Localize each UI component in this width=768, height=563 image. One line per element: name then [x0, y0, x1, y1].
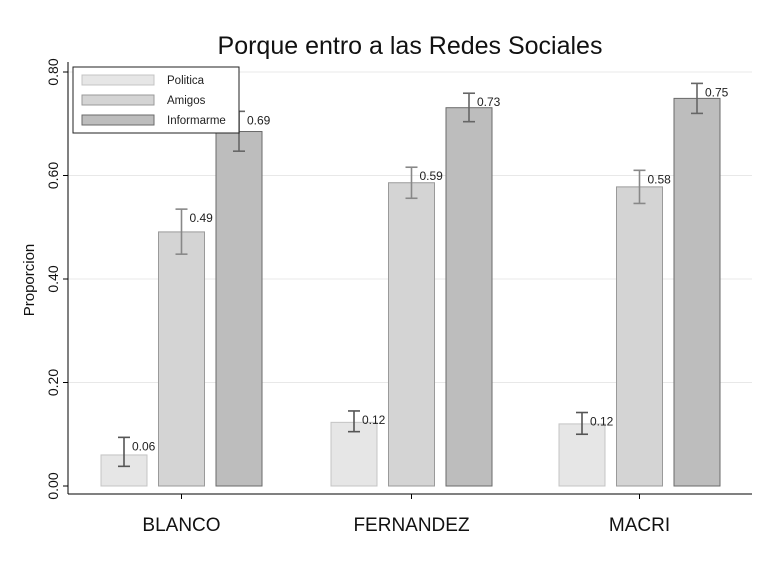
bar-informarme: [215, 131, 263, 487]
y-tick-label: 0.40: [45, 265, 61, 292]
y-tick-label: 0.80: [45, 58, 61, 85]
chart-title: Porque entro a las Redes Sociales: [218, 32, 603, 60]
x-tick-label: BLANCO: [142, 515, 220, 536]
y-tick-label: 0.20: [45, 369, 61, 396]
data-label: 0.49: [190, 211, 214, 225]
x-tick-label: MACRI: [609, 515, 670, 536]
data-label: 0.12: [590, 415, 614, 429]
bar-informarme: [445, 107, 493, 487]
y-tick-label: 0.00: [45, 472, 61, 499]
bar-amigos: [388, 182, 435, 487]
data-label: 0.59: [420, 169, 444, 183]
legend-swatch-informarme: [81, 114, 155, 126]
data-label: 0.75: [705, 85, 729, 99]
legend-label: Politica: [167, 75, 205, 87]
bar-amigos: [158, 231, 205, 487]
bar-amigos: [616, 186, 663, 487]
x-tick-label: FERNANDEZ: [353, 515, 470, 536]
y-axis-label: Proporcion: [21, 244, 38, 317]
y-tick-label: 0.60: [45, 162, 61, 189]
data-label: 0.06: [132, 439, 156, 453]
legend-swatch-amigos: [81, 94, 155, 106]
data-label: 0.58: [648, 172, 672, 186]
legend-swatch-politica: [81, 74, 155, 86]
bar-informarme: [673, 97, 721, 487]
legend-label: Informarme: [167, 115, 226, 127]
data-label: 0.12: [362, 413, 386, 427]
data-label: 0.73: [477, 95, 501, 109]
legend-label: Amigos: [167, 95, 206, 107]
data-label: 0.69: [247, 113, 271, 127]
legend: Politica Amigos Informarme: [72, 66, 240, 134]
bar-politica: [330, 421, 378, 487]
